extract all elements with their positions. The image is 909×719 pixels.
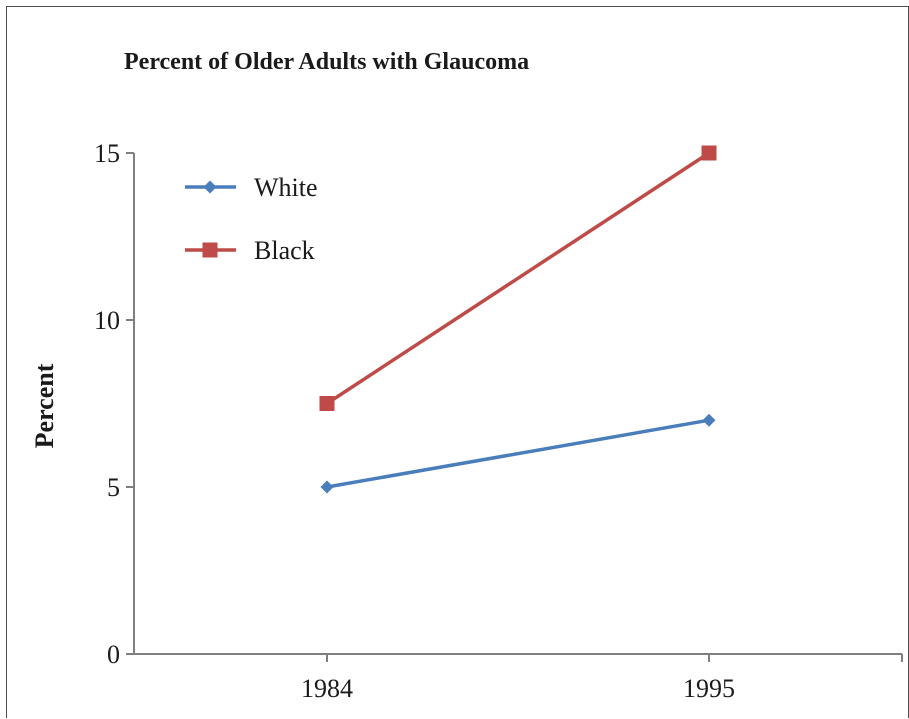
series-line <box>326 418 710 489</box>
chart-title: Percent of Older Adults with Glaucoma <box>124 49 529 75</box>
y-axis-label: Percent <box>30 363 59 448</box>
legend-item-black[interactable]: Black <box>185 236 315 265</box>
legend-label: White <box>254 173 318 202</box>
series-layer <box>319 145 717 494</box>
y-tick-label: 0 <box>107 640 120 669</box>
series-white <box>320 413 716 494</box>
legend-marker[interactable] <box>203 180 217 194</box>
x-tick-label: 1995 <box>683 674 735 703</box>
data-point[interactable] <box>319 396 335 411</box>
series-line <box>326 151 710 405</box>
x-tick-label: 1984 <box>301 674 353 703</box>
axes: 0 5 10 15 1984 1995 <box>94 139 903 703</box>
legend-item-white[interactable]: White <box>185 173 318 202</box>
line-chart: Percent of Older Adults with Glaucoma Pe… <box>30 49 903 703</box>
legend-marker[interactable] <box>202 242 218 258</box>
data-point[interactable] <box>702 413 716 427</box>
legend[interactable]: White Black <box>185 173 318 265</box>
data-point[interactable] <box>320 480 334 494</box>
series-black <box>319 145 717 411</box>
legend-label: Black <box>254 236 315 265</box>
y-tick-label: 15 <box>94 139 120 168</box>
data-point[interactable] <box>701 145 717 161</box>
chart-frame: Percent of Older Adults with Glaucoma Pe… <box>6 6 909 718</box>
y-tick-label: 5 <box>107 473 120 502</box>
y-tick-label: 10 <box>94 306 120 335</box>
